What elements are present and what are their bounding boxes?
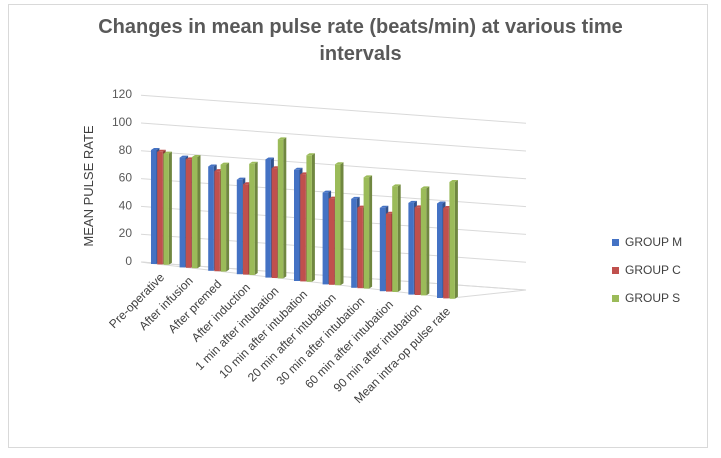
bar-group-s [249, 161, 258, 275]
legend-item-group-m: GROUP M [612, 228, 682, 256]
bar-group-s [392, 184, 401, 292]
chart-title: Changes in mean pulse rate (beats/min) a… [0, 14, 721, 68]
y-tick-label: 20 [119, 226, 133, 240]
gridline [140, 150, 527, 180]
legend-item-group-s: GROUP S [612, 284, 682, 312]
y-tick-label: 40 [119, 198, 133, 212]
legend-swatch [612, 266, 619, 274]
bar-group-s [449, 180, 458, 299]
legend: GROUP M GROUP C GROUP S [612, 228, 682, 312]
y-axis-label: MEAN PULSE RATE [81, 125, 96, 246]
chart-title-line-1: Changes in mean pulse rate (beats/min) a… [98, 16, 623, 38]
legend-label: GROUP C [625, 263, 681, 277]
bar-group-s [363, 175, 373, 289]
bar-group-s [306, 153, 315, 282]
gridline [140, 122, 527, 152]
bar-group-s [335, 162, 344, 286]
legend-label: GROUP M [625, 235, 683, 249]
y-tick-label: 120 [112, 87, 132, 101]
gridline [140, 178, 527, 208]
bars [151, 137, 458, 299]
legend-swatch [612, 238, 619, 246]
y-tick-label: 0 [125, 254, 132, 268]
y-tick-label: 100 [112, 115, 132, 129]
bar-group-s [277, 137, 287, 279]
chart-title-line-2: intervals [319, 43, 402, 65]
y-axis-ticks: 0 20 40 60 80 100 120 [112, 87, 132, 268]
y-tick-label: 60 [119, 171, 133, 185]
y-tick-label: 80 [119, 143, 133, 157]
bar-group-s [163, 151, 172, 265]
bar-group-s [192, 155, 201, 269]
legend-swatch [612, 294, 619, 302]
bar-group-s [420, 186, 430, 296]
gridline [140, 94, 527, 124]
legend-item-group-c: GROUP C [612, 256, 682, 284]
legend-label: GROUP S [625, 291, 681, 305]
bar-group-s [220, 162, 230, 272]
